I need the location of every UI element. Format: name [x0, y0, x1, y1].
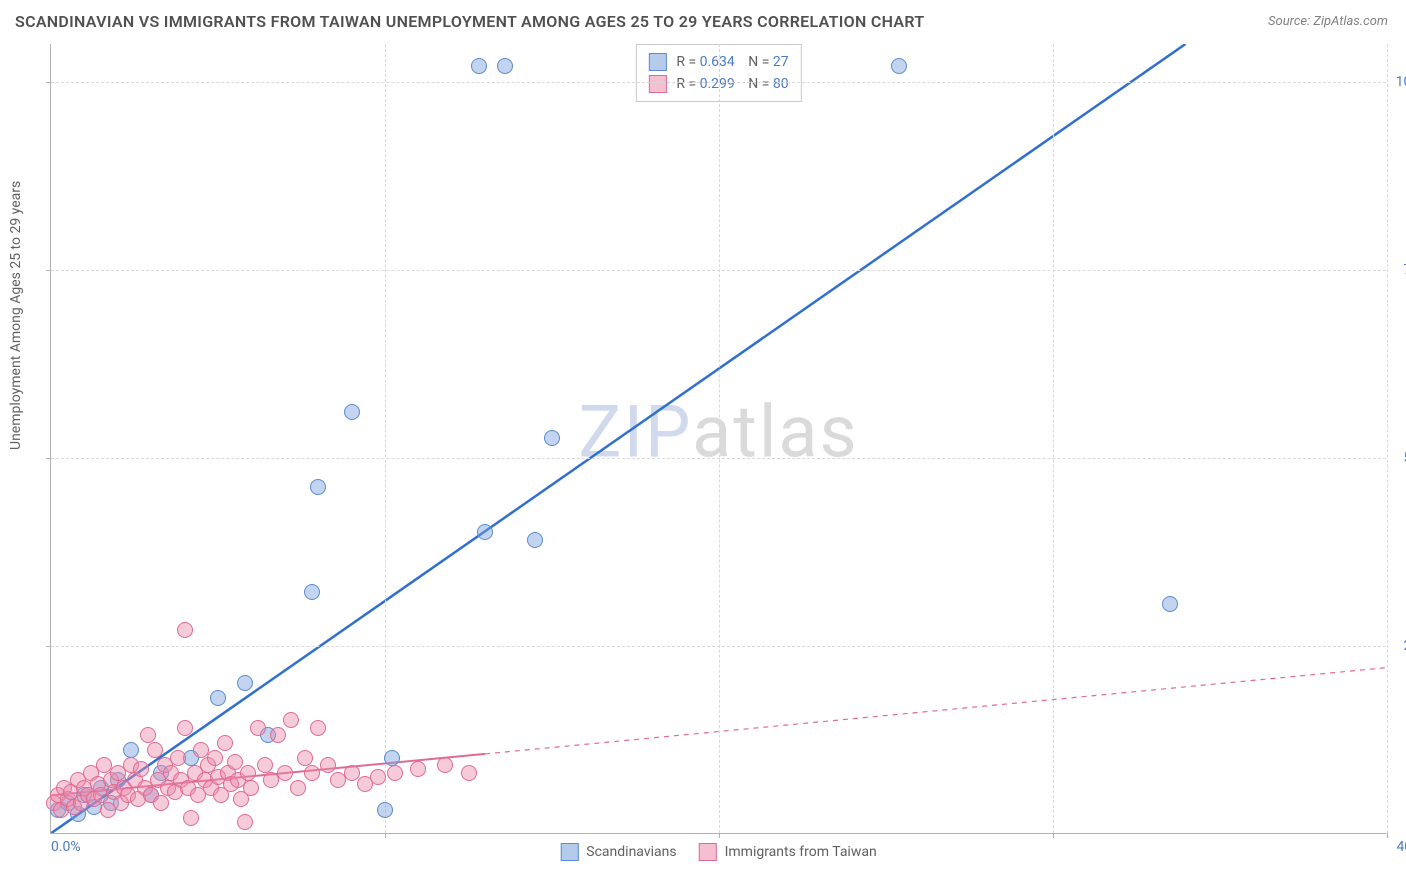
- x-tick-label: 40.0%: [1396, 839, 1406, 855]
- gridline-v: [719, 44, 720, 833]
- data-point: [140, 727, 156, 743]
- x-tick-label: 0.0%: [51, 839, 81, 855]
- legend-item-scandinavians: Scandinavians: [560, 843, 676, 861]
- legend-item-taiwan: Immigrants from Taiwan: [699, 843, 877, 861]
- swatch-taiwan: [699, 843, 717, 861]
- data-point: [377, 802, 393, 818]
- n-value-2: 80: [773, 76, 789, 92]
- data-point: [304, 765, 320, 781]
- legend-series: Scandinavians Immigrants from Taiwan: [560, 843, 876, 861]
- r-label: R = 0.634: [676, 54, 734, 70]
- data-point: [344, 765, 360, 781]
- correlation-chart: SCANDINAVIAN VS IMMIGRANTS FROM TAIWAN U…: [0, 0, 1406, 892]
- gridline-v: [1387, 44, 1388, 833]
- data-point: [123, 742, 139, 758]
- data-point: [177, 720, 193, 736]
- data-point: [227, 754, 243, 770]
- swatch-taiwan: [648, 75, 666, 93]
- data-point: [497, 58, 513, 74]
- data-point: [153, 795, 169, 811]
- data-point: [387, 765, 403, 781]
- data-point: [370, 769, 386, 785]
- n-label: N = 27: [745, 54, 789, 70]
- legend-label: Scandinavians: [586, 844, 676, 860]
- data-point: [527, 532, 543, 548]
- data-point: [437, 757, 453, 773]
- tick-y: [46, 646, 51, 647]
- gridline-v: [1053, 44, 1054, 833]
- data-point: [297, 750, 313, 766]
- tick-x: [1053, 833, 1054, 838]
- r-label: R = 0.299: [676, 76, 734, 92]
- gridline-v: [385, 44, 386, 833]
- data-point: [290, 780, 306, 796]
- swatch-scandinavians: [648, 53, 666, 71]
- data-point: [304, 584, 320, 600]
- chart-title: SCANDINAVIAN VS IMMIGRANTS FROM TAIWAN U…: [15, 12, 924, 31]
- data-point: [237, 814, 253, 830]
- data-point: [310, 720, 326, 736]
- source-attribution: Source: ZipAtlas.com: [1268, 14, 1388, 29]
- r-value-1: 0.634: [700, 54, 735, 70]
- watermark-part2: atlas: [692, 389, 859, 474]
- y-axis-label: Unemployment Among Ages 25 to 29 years: [8, 181, 24, 450]
- plot-area: ZIPatlas R = 0.634 N = 27 R = 0.299 N = …: [50, 44, 1386, 834]
- n-label: N = 80: [745, 76, 789, 92]
- data-point: [461, 765, 477, 781]
- data-point: [237, 675, 253, 691]
- y-tick-label: 100.0%: [1396, 74, 1406, 90]
- tick-x: [719, 833, 720, 838]
- data-point: [270, 727, 286, 743]
- data-point: [207, 750, 223, 766]
- data-point: [183, 810, 199, 826]
- tick-x: [385, 833, 386, 838]
- data-point: [170, 750, 186, 766]
- data-point: [217, 735, 233, 751]
- data-point: [410, 761, 426, 777]
- legend-label: Immigrants from Taiwan: [725, 844, 877, 860]
- data-point: [477, 524, 493, 540]
- tick-x: [1387, 833, 1388, 838]
- data-point: [250, 720, 266, 736]
- tick-y: [46, 458, 51, 459]
- data-point: [277, 765, 293, 781]
- tick-y: [46, 270, 51, 271]
- data-point: [1162, 596, 1178, 612]
- data-point: [243, 780, 259, 796]
- data-point: [320, 757, 336, 773]
- data-point: [544, 430, 560, 446]
- data-point: [133, 761, 149, 777]
- data-point: [283, 712, 299, 728]
- watermark-part1: ZIP: [578, 389, 692, 474]
- data-point: [471, 58, 487, 74]
- data-point: [147, 742, 163, 758]
- data-point: [240, 765, 256, 781]
- data-point: [257, 757, 273, 773]
- r-value-2: 0.299: [700, 76, 735, 92]
- data-point: [891, 58, 907, 74]
- data-point: [177, 622, 193, 638]
- n-value-1: 27: [773, 54, 789, 70]
- data-point: [310, 479, 326, 495]
- swatch-scandinavians: [560, 843, 578, 861]
- data-point: [344, 404, 360, 420]
- data-point: [210, 690, 226, 706]
- tick-y: [46, 82, 51, 83]
- data-point: [384, 750, 400, 766]
